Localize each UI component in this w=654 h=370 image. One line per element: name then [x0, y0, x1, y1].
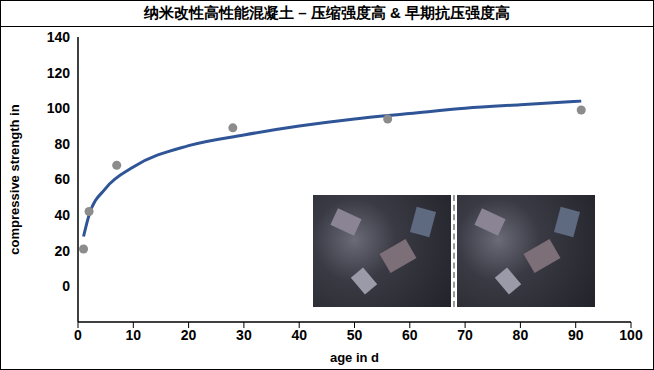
svg-text:compressive strength in: compressive strength in: [7, 104, 22, 254]
svg-text:0: 0: [62, 278, 70, 294]
svg-text:140: 140: [47, 29, 71, 45]
svg-text:age in d: age in d: [330, 350, 379, 365]
svg-text:40: 40: [54, 207, 70, 223]
svg-text:90: 90: [568, 327, 584, 343]
svg-text:70: 70: [457, 327, 473, 343]
svg-text:100: 100: [47, 100, 71, 116]
svg-text:120: 120: [47, 65, 71, 81]
html-text:纳米改性高性能混凝土 – 压缩强度高 & 早期抗压强度高: 纳米改性高性能混凝土 – 压缩强度高 & 早期抗压强度高: [144, 4, 510, 21]
svg-text:80: 80: [513, 327, 529, 343]
svg-text:80: 80: [54, 136, 70, 152]
svg-text:0: 0: [74, 327, 82, 343]
svg-text:100: 100: [619, 327, 643, 343]
svg-text:60: 60: [402, 327, 418, 343]
svg-text:60: 60: [54, 171, 70, 187]
svg-text:40: 40: [291, 327, 307, 343]
svg-text:20: 20: [181, 327, 197, 343]
svg-text:10: 10: [126, 327, 142, 343]
svg-text:50: 50: [347, 327, 363, 343]
svg-text:20: 20: [54, 243, 70, 259]
svg-text:30: 30: [236, 327, 252, 343]
